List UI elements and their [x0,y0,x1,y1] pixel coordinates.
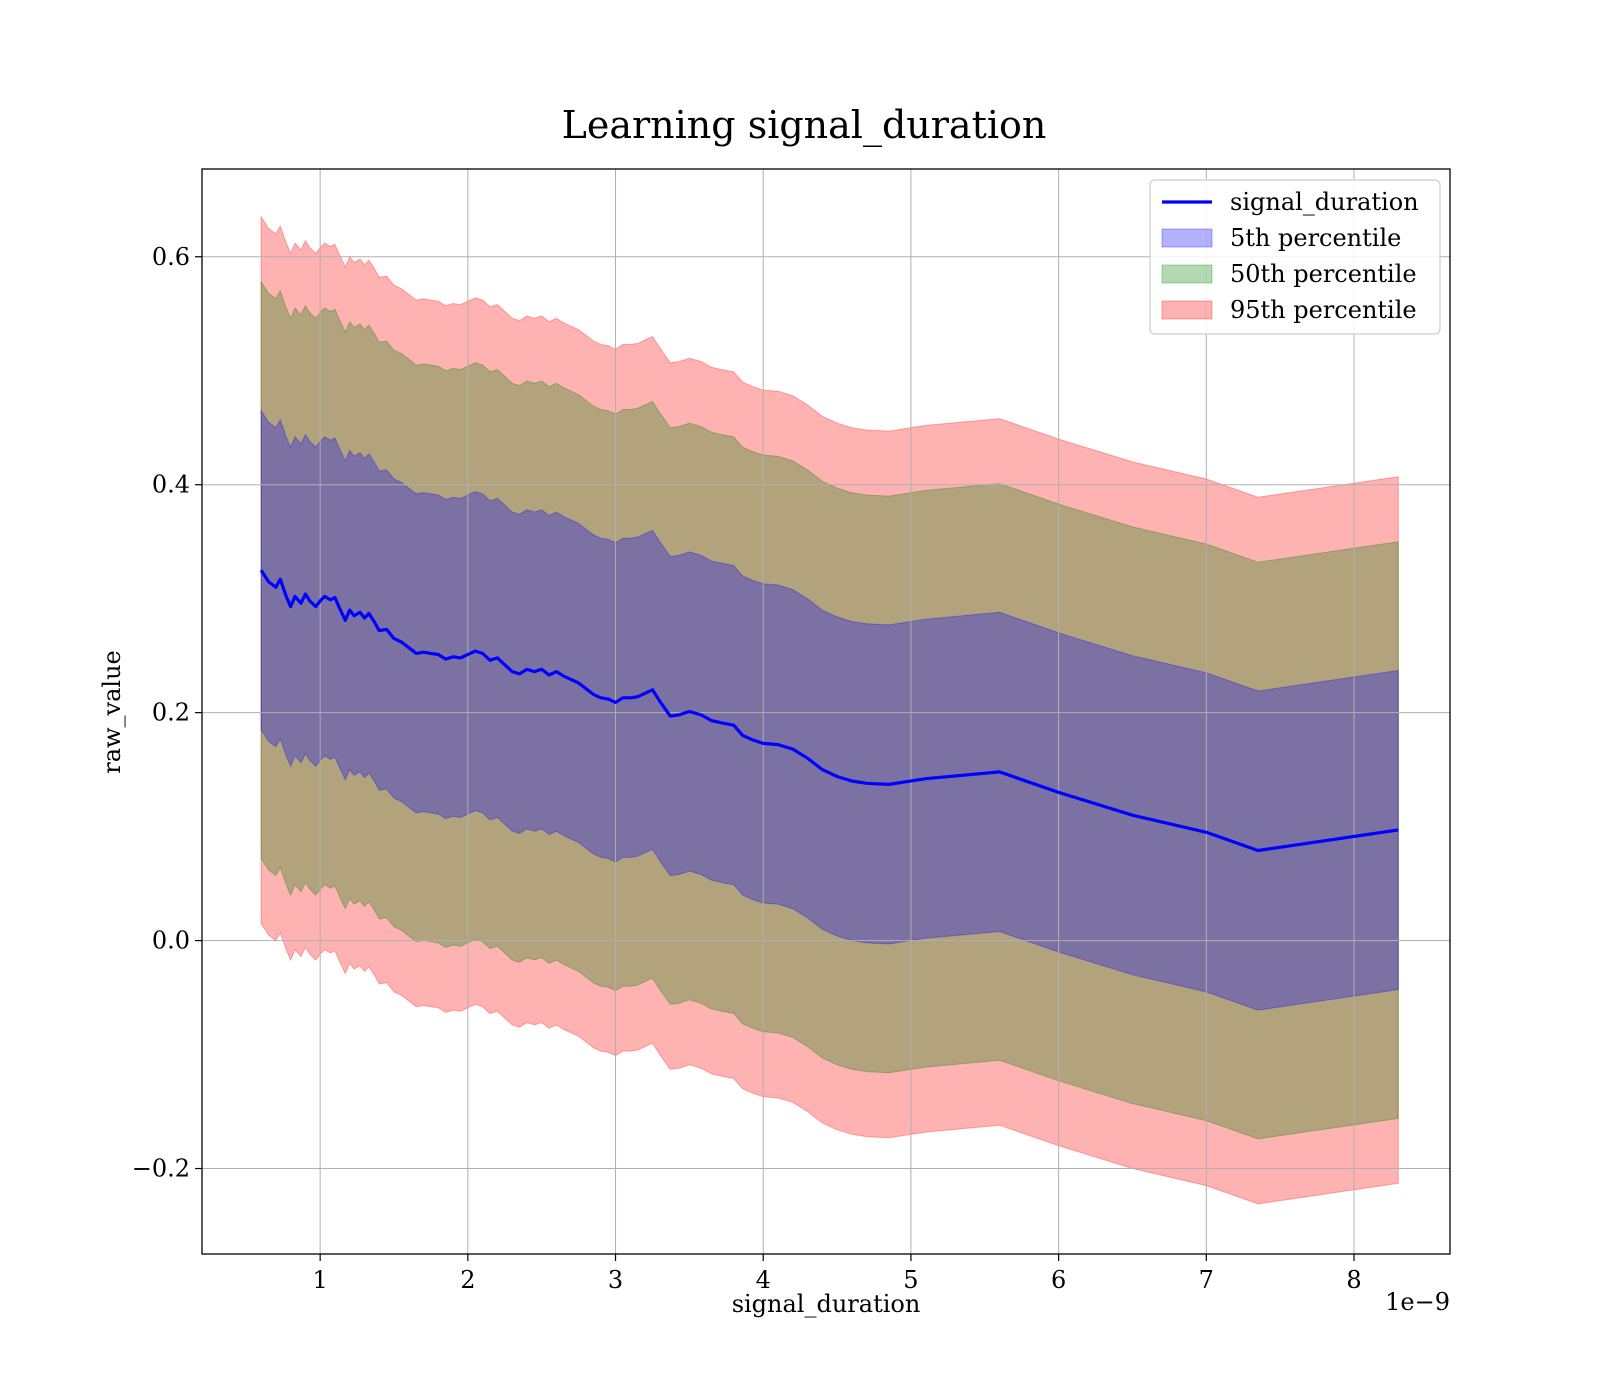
chart-title: Learning signal_duration [562,103,1047,148]
percentile-bands [260,215,1399,1205]
plot-frame [201,168,1451,1255]
x-tick-label: 5 [903,1266,918,1294]
x-tick-label: 8 [1346,1266,1361,1294]
x-axis-offset-text: 1e−9 [1385,1288,1450,1316]
x-tick-label: 2 [460,1266,475,1294]
series-line-layer [259,569,1399,853]
legend-swatch-band [1161,300,1213,320]
x-axis-ticks: 1 2 3 4 5 6 7 8 [313,1254,1362,1294]
y-tick-label: 0.0 [152,927,190,955]
band-5th-percentile [260,408,1399,1011]
x-tick-label: 6 [1051,1266,1066,1294]
legend-swatch-band [1161,264,1213,284]
x-axis-label: signal_duration [732,1290,921,1318]
y-tick-label: −0.2 [132,1155,190,1183]
x-tick-label: 3 [608,1266,623,1294]
y-tick-label: 0.6 [152,243,190,271]
band-95th-percentile [260,215,1399,1205]
legend-label: 50th percentile [1230,260,1417,288]
y-tick-label: 0.2 [152,699,190,727]
legend: signal_duration 5th percentile 50th percen… [1149,179,1441,335]
x-tick-label: 7 [1199,1266,1214,1294]
band-50th-percentile [260,280,1399,1140]
x-tick-label: 1 [313,1266,328,1294]
x-tick-label: 4 [756,1266,771,1294]
series-line-signal-duration [259,569,1399,853]
legend-label: 95th percentile [1230,296,1417,324]
y-tick-label: 0.4 [152,471,190,499]
y-axis-ticks: −0.2 0.0 0.2 0.4 0.6 [132,243,202,1183]
legend-box [1149,179,1441,335]
legend-label: signal_duration [1230,188,1419,216]
legend-label: 5th percentile [1230,224,1401,252]
legend-swatch-band [1161,228,1213,248]
y-axis-label: raw_value [98,650,126,774]
